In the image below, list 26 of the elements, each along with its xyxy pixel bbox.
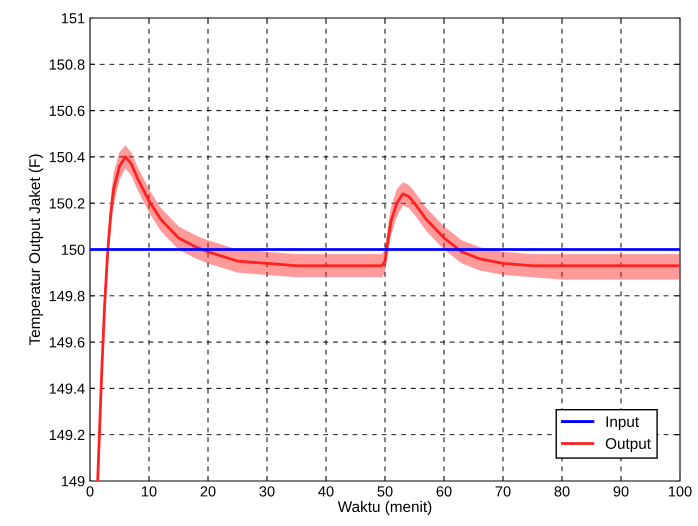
y-tick-label: 149.2 [50, 430, 84, 440]
x-tick-label: 70 [496, 486, 511, 497]
y-tick-label: 150 [62, 244, 85, 255]
y-tick-label: 151 [62, 13, 84, 24]
x-tick-label: 90 [614, 486, 629, 497]
y-tick-label: 149.6 [50, 337, 84, 348]
x-tick-label: 50 [377, 486, 393, 497]
y-tick-label: 150.2 [50, 198, 84, 209]
x-tick-label: 40 [318, 486, 334, 497]
x-tick-label: 0 [86, 486, 94, 497]
x-axis-title: Waktu (menit) [338, 500, 432, 516]
y-tick-label: 150.8 [50, 59, 85, 70]
y-tick-label: 149.4 [50, 384, 85, 394]
x-tick-label: 10 [142, 486, 157, 497]
y-tick-label: 150.4 [50, 152, 85, 162]
legend-label: Output [606, 438, 651, 452]
x-tick-label: 100 [668, 486, 692, 497]
legend-label: Input [606, 416, 639, 430]
y-tick-label: 149.8 [50, 290, 85, 302]
x-tick-label: 30 [259, 486, 275, 497]
x-tick-label: 80 [554, 486, 570, 497]
x-tick-label: 20 [200, 486, 216, 497]
y-tick-label: 149 [62, 476, 84, 486]
x-tick-label: 60 [436, 486, 452, 497]
y-tick-label: 150.6 [50, 106, 84, 116]
y-axis-title: Temperatur Output Jaket (F) [28, 154, 44, 346]
